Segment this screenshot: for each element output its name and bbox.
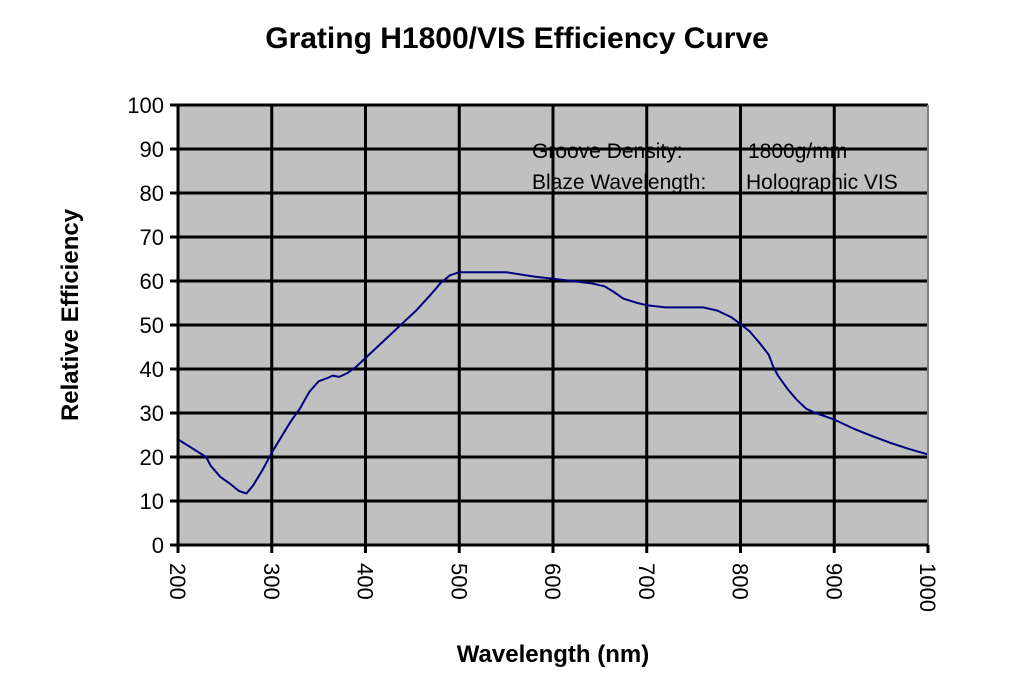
x-tick-label-500: 500 xyxy=(446,563,471,600)
x-tick-labels: 200 300 400 500 600 700 800 900 1000 xyxy=(165,563,940,612)
y-tick-label-100: 100 xyxy=(127,93,164,118)
x-tick-label-900: 900 xyxy=(821,563,846,600)
y-tick-label-30: 30 xyxy=(140,401,164,426)
x-tick-label-800: 800 xyxy=(728,563,753,600)
x-tick-label-700: 700 xyxy=(634,563,659,600)
y-tick-label-50: 50 xyxy=(140,313,164,338)
annotation-box: Groove Density: 1800g/mm Blaze Wavelengt… xyxy=(532,140,898,194)
y-tick-label-80: 80 xyxy=(140,181,164,206)
y-tick-label-90: 90 xyxy=(140,137,164,162)
y-tick-label-20: 20 xyxy=(140,445,164,470)
series-line-0 xyxy=(177,271,929,495)
x-tick-label-600: 600 xyxy=(540,563,565,600)
x-tick-label-300: 300 xyxy=(259,563,284,600)
y-tick-label-70: 70 xyxy=(140,225,164,250)
y-tick-label-10: 10 xyxy=(140,489,164,514)
annotation-label-blaze: Blaze Wavelength: xyxy=(532,171,706,194)
annotation-value-blaze: Holographic VIS xyxy=(746,171,898,194)
annotation-value-groove: 1800g/mm xyxy=(748,140,847,163)
x-tick-label-200: 200 xyxy=(165,563,190,600)
y-tick-label-0: 0 xyxy=(152,533,164,558)
y-axis-label: Relative Efficiency xyxy=(57,208,84,421)
y-tick-label-40: 40 xyxy=(140,357,164,382)
axes xyxy=(170,103,930,553)
series-layer xyxy=(177,271,929,495)
x-tick-label-400: 400 xyxy=(353,563,378,600)
chart-title: Grating H1800/VIS Efficiency Curve xyxy=(265,22,769,55)
x-axis-label: Wavelength (nm) xyxy=(457,641,649,668)
y-tick-labels: 0 10 20 30 40 50 60 70 80 90 100 xyxy=(127,93,164,558)
annotation-label-groove: Groove Density: xyxy=(532,140,683,163)
grid-lines xyxy=(178,103,928,545)
y-tick-label-60: 60 xyxy=(140,269,164,294)
x-tick-label-1000: 1000 xyxy=(915,563,940,612)
